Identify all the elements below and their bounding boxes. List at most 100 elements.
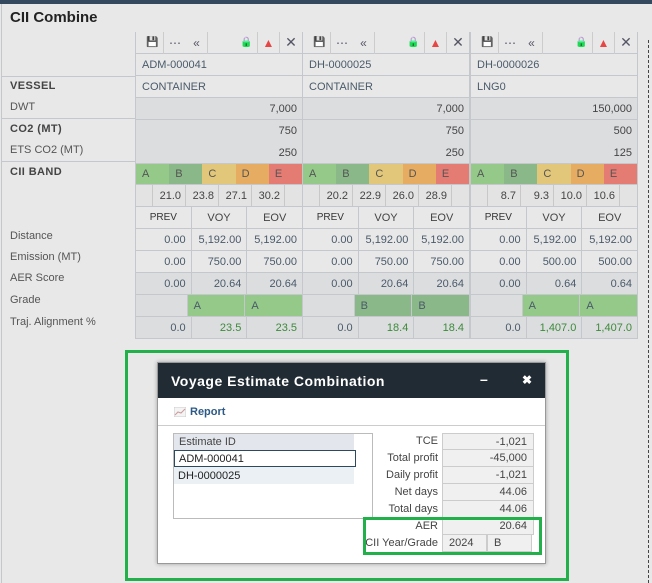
stat-label: TCE [416, 435, 438, 447]
stat-value: 44.06 [442, 501, 534, 518]
traj-value: 18.4 [359, 317, 415, 338]
modal-header: Voyage Estimate Combination – ✖ [158, 363, 545, 398]
ets-co2-value: 125 [471, 142, 637, 164]
grade-value [136, 295, 188, 316]
warning-icon[interactable]: ▲ [425, 31, 447, 54]
label-grade: Grade [10, 294, 41, 306]
collapse-icon[interactable]: « [353, 31, 375, 54]
distance-value: 0.00 [136, 229, 192, 250]
stat-label: Total days [388, 503, 438, 515]
label-cii-band: CII BAND [10, 166, 63, 178]
label-vessel: VESSEL [10, 80, 56, 92]
report-label: Report [190, 405, 226, 418]
spacer [471, 185, 488, 206]
band-e: E [268, 164, 303, 184]
close-icon[interactable]: ✕ [285, 34, 297, 50]
report-button[interactable]: Report [158, 398, 545, 426]
traj-value: 18.4 [442, 321, 465, 334]
estimate-id[interactable]: ADM-000041 [136, 54, 302, 76]
modal-title: Voyage Estimate Combination [171, 372, 385, 389]
distance-value: 5,192.00 [589, 233, 633, 246]
co2-value: 750 [303, 120, 469, 142]
divider [1, 4, 2, 583]
header-eov: EOV [598, 211, 622, 224]
close-button[interactable]: ✖ [522, 373, 533, 387]
ets-co2-value: 250 [136, 142, 302, 164]
period-header: PREV VOY EOV [303, 207, 469, 229]
close-icon[interactable]: ✕ [452, 34, 464, 50]
header-eov: EOV [430, 211, 454, 224]
estimate-column: 💾 ⋯ «🔒 ▲ ✕ DH-0000025 CONTAINER 7,000 750 250 A B C D… [302, 31, 470, 339]
threshold-value: 20.2 [320, 185, 353, 206]
threshold-value: 27.1 [219, 185, 252, 206]
band-a: A [136, 164, 170, 184]
list-item[interactable]: ADM-000041 [174, 450, 356, 467]
band-d: D [570, 164, 604, 184]
more-icon[interactable]: ⋯ [336, 35, 348, 50]
label-traj: Traj. Alignment % [10, 316, 96, 328]
distance-value: 0.00 [471, 229, 527, 250]
minimize-button[interactable]: – [480, 371, 489, 387]
vessel-type: LNG0 [471, 76, 637, 98]
spacer [136, 185, 153, 206]
lock-icon[interactable]: 🔒 [403, 31, 425, 54]
threshold-value: 21.0 [153, 185, 186, 206]
grade-value: A [580, 295, 638, 316]
lock-icon[interactable]: 🔒 [571, 31, 593, 54]
band-c: C [537, 164, 571, 184]
stat-label: Daily profit [386, 469, 438, 481]
band-b: B [336, 164, 370, 184]
save-icon[interactable]: 💾 [309, 31, 331, 54]
estimate-column: 💾 ⋯ «🔒 ▲ ✕ ADM-000041 CONTAINER 7,000 750 250 A B C D… [135, 31, 303, 339]
band-d: D [235, 164, 269, 184]
cii-year-grade-row: CII Year/Grade 2024 B [358, 535, 534, 552]
voyage-estimate-modal: Voyage Estimate Combination – ✖ Report E… [157, 362, 546, 564]
stat-row: TCE -1,021 [358, 433, 534, 450]
close-icon[interactable]: ✕ [620, 34, 632, 50]
save-icon[interactable]: 💾 [142, 31, 164, 54]
more-icon[interactable]: ⋯ [169, 35, 181, 50]
estimate-id[interactable]: DH-0000026 [471, 54, 637, 76]
header-prev: PREV [136, 207, 192, 228]
collapse-icon[interactable]: « [521, 31, 543, 54]
traj-value: 0.0 [471, 317, 527, 338]
list-item[interactable]: DH-0000025 [174, 467, 354, 484]
stat-row: AER 20.64 [358, 518, 534, 535]
band-thresholds: 21.0 23.8 27.1 30.2 [136, 185, 302, 207]
label-aer: AER Score [10, 272, 65, 284]
spacer [303, 185, 320, 206]
estimate-list: Estimate ID ADM-000041 DH-0000025 [173, 433, 373, 519]
estimate-id[interactable]: DH-0000025 [303, 54, 469, 76]
aer-value: 20.64 [359, 273, 415, 294]
grade-value: A [245, 295, 303, 316]
header-voy: VOY [359, 207, 415, 228]
header-prev: PREV [303, 207, 359, 228]
emission-value: 750.00 [192, 251, 248, 272]
distance-value: 5,192.00 [527, 229, 583, 250]
traj-value: 0.0 [136, 317, 192, 338]
traj-value: 1,407.0 [595, 321, 633, 334]
more-icon[interactable]: ⋯ [504, 35, 516, 50]
emission-row: 0.00 750.00 750.00 [136, 251, 302, 273]
warning-icon[interactable]: ▲ [258, 31, 280, 54]
column-toolbar: 💾 ⋯ « 🔒 ▲ ✕ [303, 31, 469, 54]
traj-value: 23.5 [275, 321, 298, 334]
distance-value: 5,192.00 [359, 229, 415, 250]
header-voy: VOY [192, 207, 248, 228]
emission-row: 0.00 500.00 500.00 [471, 251, 637, 273]
band-d: D [402, 164, 436, 184]
lock-icon[interactable]: 🔒 [236, 31, 258, 54]
save-icon[interactable]: 💾 [477, 31, 499, 54]
stats-panel: TCE -1,021 Total profit -45,000 Daily profit… [358, 433, 534, 552]
grade-value: B [412, 295, 470, 316]
estimate-column: 💾 ⋯ «🔒 ▲ ✕ DH-0000026 LNG0 150,000 500 125 A B C D E 8.… [470, 31, 638, 339]
emission-value: 750.00 [263, 255, 298, 268]
band-thresholds: 20.2 22.9 26.0 28.9 [303, 185, 469, 207]
emission-row: 0.00 750.00 750.00 [303, 251, 469, 273]
collapse-icon[interactable]: « [186, 31, 208, 54]
focus-outline [648, 40, 649, 583]
dwt-value: 7,000 [303, 98, 469, 120]
threshold-value: 9.3 [521, 185, 554, 206]
warning-icon[interactable]: ▲ [593, 31, 615, 54]
